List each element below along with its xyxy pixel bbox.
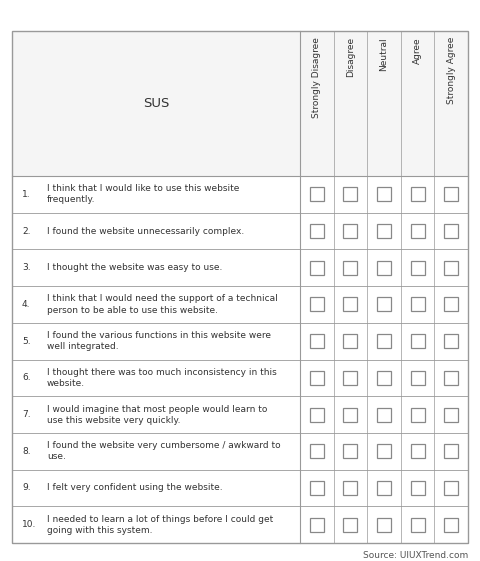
Text: I found the website very cumbersome / awkward to
use.: I found the website very cumbersome / aw… <box>47 441 281 461</box>
Bar <box>343 334 358 348</box>
Bar <box>410 444 425 458</box>
Bar <box>377 518 391 532</box>
Bar <box>444 224 458 238</box>
Text: I felt very confident using the website.: I felt very confident using the website. <box>47 484 223 493</box>
Bar <box>377 297 391 311</box>
Bar <box>410 481 425 495</box>
Bar <box>444 261 458 275</box>
Text: 4.: 4. <box>22 300 31 309</box>
Bar <box>343 444 358 458</box>
Text: 7.: 7. <box>22 410 31 419</box>
Text: I needed to learn a lot of things before I could get
going with this system.: I needed to learn a lot of things before… <box>47 514 273 535</box>
Text: 8.: 8. <box>22 447 31 456</box>
Bar <box>310 518 324 532</box>
Text: 1.: 1. <box>22 190 31 199</box>
Bar <box>310 371 324 385</box>
Bar <box>377 224 391 238</box>
Bar <box>444 407 458 421</box>
Text: 2.: 2. <box>22 227 31 236</box>
Bar <box>310 297 324 311</box>
Bar <box>377 481 391 495</box>
Bar <box>343 481 358 495</box>
Text: Disagree: Disagree <box>346 37 355 77</box>
Text: I thought there was too much inconsistency in this
website.: I thought there was too much inconsisten… <box>47 368 277 388</box>
Text: Strongly Agree: Strongly Agree <box>447 37 456 104</box>
Text: Source: UIUXTrend.com: Source: UIUXTrend.com <box>363 551 468 560</box>
Text: 3.: 3. <box>22 263 31 272</box>
Bar <box>310 224 324 238</box>
Text: I think that I would like to use this website
frequently.: I think that I would like to use this we… <box>47 185 240 204</box>
Bar <box>343 187 358 201</box>
Bar <box>410 407 425 421</box>
Bar <box>12 31 468 176</box>
Bar <box>410 224 425 238</box>
Text: I found the website unnecessarily complex.: I found the website unnecessarily comple… <box>47 227 244 236</box>
Text: I found the various functions in this website were
well integrated.: I found the various functions in this we… <box>47 331 271 351</box>
Bar <box>343 224 358 238</box>
Bar <box>343 371 358 385</box>
Text: I would imagine that most people would learn to
use this website very quickly.: I would imagine that most people would l… <box>47 404 267 425</box>
Bar <box>377 187 391 201</box>
Bar <box>343 407 358 421</box>
Text: SUS: SUS <box>143 97 169 110</box>
Bar <box>310 407 324 421</box>
Bar <box>310 261 324 275</box>
Bar <box>343 297 358 311</box>
Bar <box>310 444 324 458</box>
Bar <box>377 334 391 348</box>
Text: 5.: 5. <box>22 337 31 346</box>
Text: I think that I would need the support of a technical
person to be able to use th: I think that I would need the support of… <box>47 295 278 315</box>
Bar <box>444 518 458 532</box>
Bar <box>444 297 458 311</box>
Bar <box>444 371 458 385</box>
Bar <box>310 481 324 495</box>
Bar <box>444 187 458 201</box>
Bar <box>343 261 358 275</box>
Bar <box>410 297 425 311</box>
Bar <box>444 481 458 495</box>
Bar <box>444 444 458 458</box>
Bar <box>444 334 458 348</box>
Bar <box>310 334 324 348</box>
Text: 6.: 6. <box>22 374 31 383</box>
Bar <box>410 518 425 532</box>
Bar <box>410 187 425 201</box>
Bar <box>343 518 358 532</box>
Bar <box>410 371 425 385</box>
Text: Agree: Agree <box>413 37 422 63</box>
Bar <box>377 261 391 275</box>
Bar <box>310 187 324 201</box>
Text: 10.: 10. <box>22 520 36 529</box>
Bar <box>377 444 391 458</box>
Bar <box>410 334 425 348</box>
Text: Neutral: Neutral <box>380 37 388 71</box>
Text: Strongly Disagree: Strongly Disagree <box>312 37 321 118</box>
Bar <box>410 261 425 275</box>
Bar <box>377 407 391 421</box>
Text: I thought the website was easy to use.: I thought the website was easy to use. <box>47 263 222 272</box>
Bar <box>377 371 391 385</box>
Text: 9.: 9. <box>22 484 31 493</box>
